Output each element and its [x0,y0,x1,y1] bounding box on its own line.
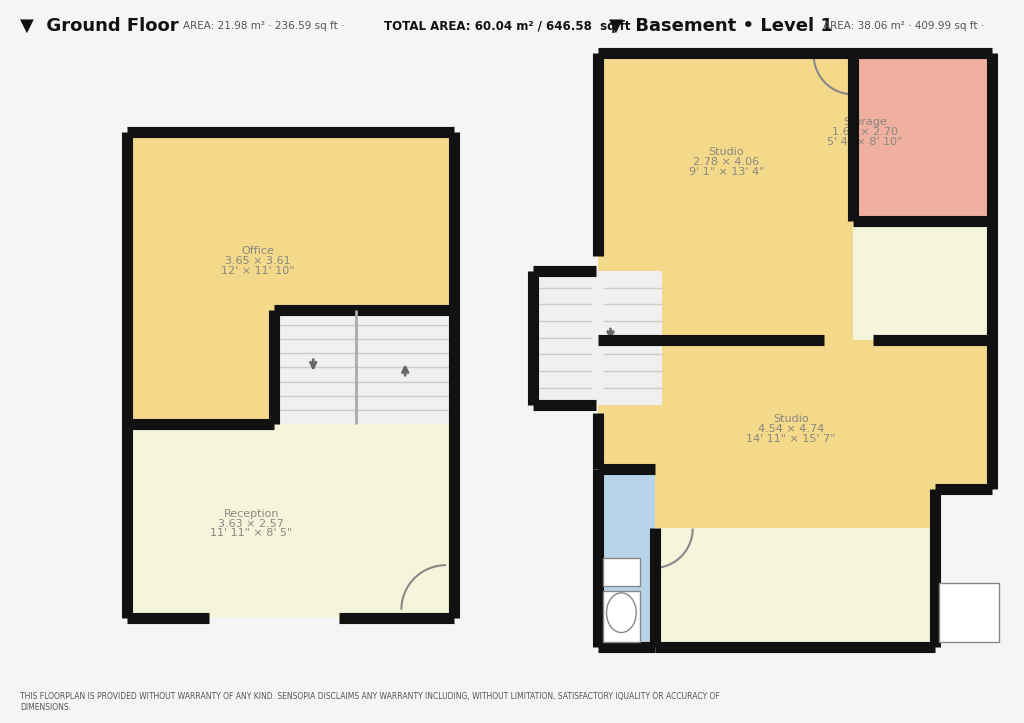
Text: 11' 11" × 8' 5": 11' 11" × 8' 5" [210,529,292,539]
Text: Studio: Studio [773,414,809,424]
Text: 5' 4" × 8' 10": 5' 4" × 8' 10" [827,137,903,147]
Text: Studio: Studio [709,147,744,157]
Bar [655,529,935,647]
Bar [853,53,992,221]
Text: Reception: Reception [223,508,279,518]
Bar [602,591,640,643]
Text: 12' × 11' 10": 12' × 11' 10" [221,266,295,275]
Text: 4.54 × 4.74: 4.54 × 4.74 [758,424,824,435]
Bar [598,53,853,341]
Text: 1.62 × 2.70: 1.62 × 2.70 [833,127,898,137]
Bar [534,271,662,405]
Text: Office: Office [242,246,274,256]
Bar [939,583,999,643]
Bar [273,310,454,424]
Text: TOTAL AREA: 60.04 m² / 646.58  sq ft: TOTAL AREA: 60.04 m² / 646.58 sq ft [384,20,631,33]
Text: ▼  Ground Floor: ▼ Ground Floor [19,17,178,35]
Polygon shape [127,132,454,424]
Bar [602,558,640,586]
Text: Storage: Storage [844,117,887,127]
Text: ▼  Basement • Level 1: ▼ Basement • Level 1 [609,17,834,35]
Text: 2.78 × 4.06: 2.78 × 4.06 [693,157,760,167]
Text: THIS FLOORPLAN IS PROVIDED WITHOUT WARRANTY OF ANY KIND. SENSOPIA DISCLAIMS ANY : THIS FLOORPLAN IS PROVIDED WITHOUT WARRA… [19,692,720,711]
Bar [598,469,655,647]
Bar [127,419,454,617]
Text: 3.63 × 2.57: 3.63 × 2.57 [218,518,284,529]
Text: 14' 11" × 15' 7": 14' 11" × 15' 7" [746,435,836,445]
Text: 3.65 × 3.61: 3.65 × 3.61 [225,256,291,266]
Bar [853,221,992,341]
Bar [598,341,992,529]
Bar [935,489,992,647]
Text: 9' 1" × 13' 4": 9' 1" × 13' 4" [689,167,764,176]
Text: AREA: 21.98 m² · 236.59 sq ft ·: AREA: 21.98 m² · 236.59 sq ft · [183,21,345,31]
Text: AREA: 38.06 m² · 409.99 sq ft ·: AREA: 38.06 m² · 409.99 sq ft · [822,21,984,31]
